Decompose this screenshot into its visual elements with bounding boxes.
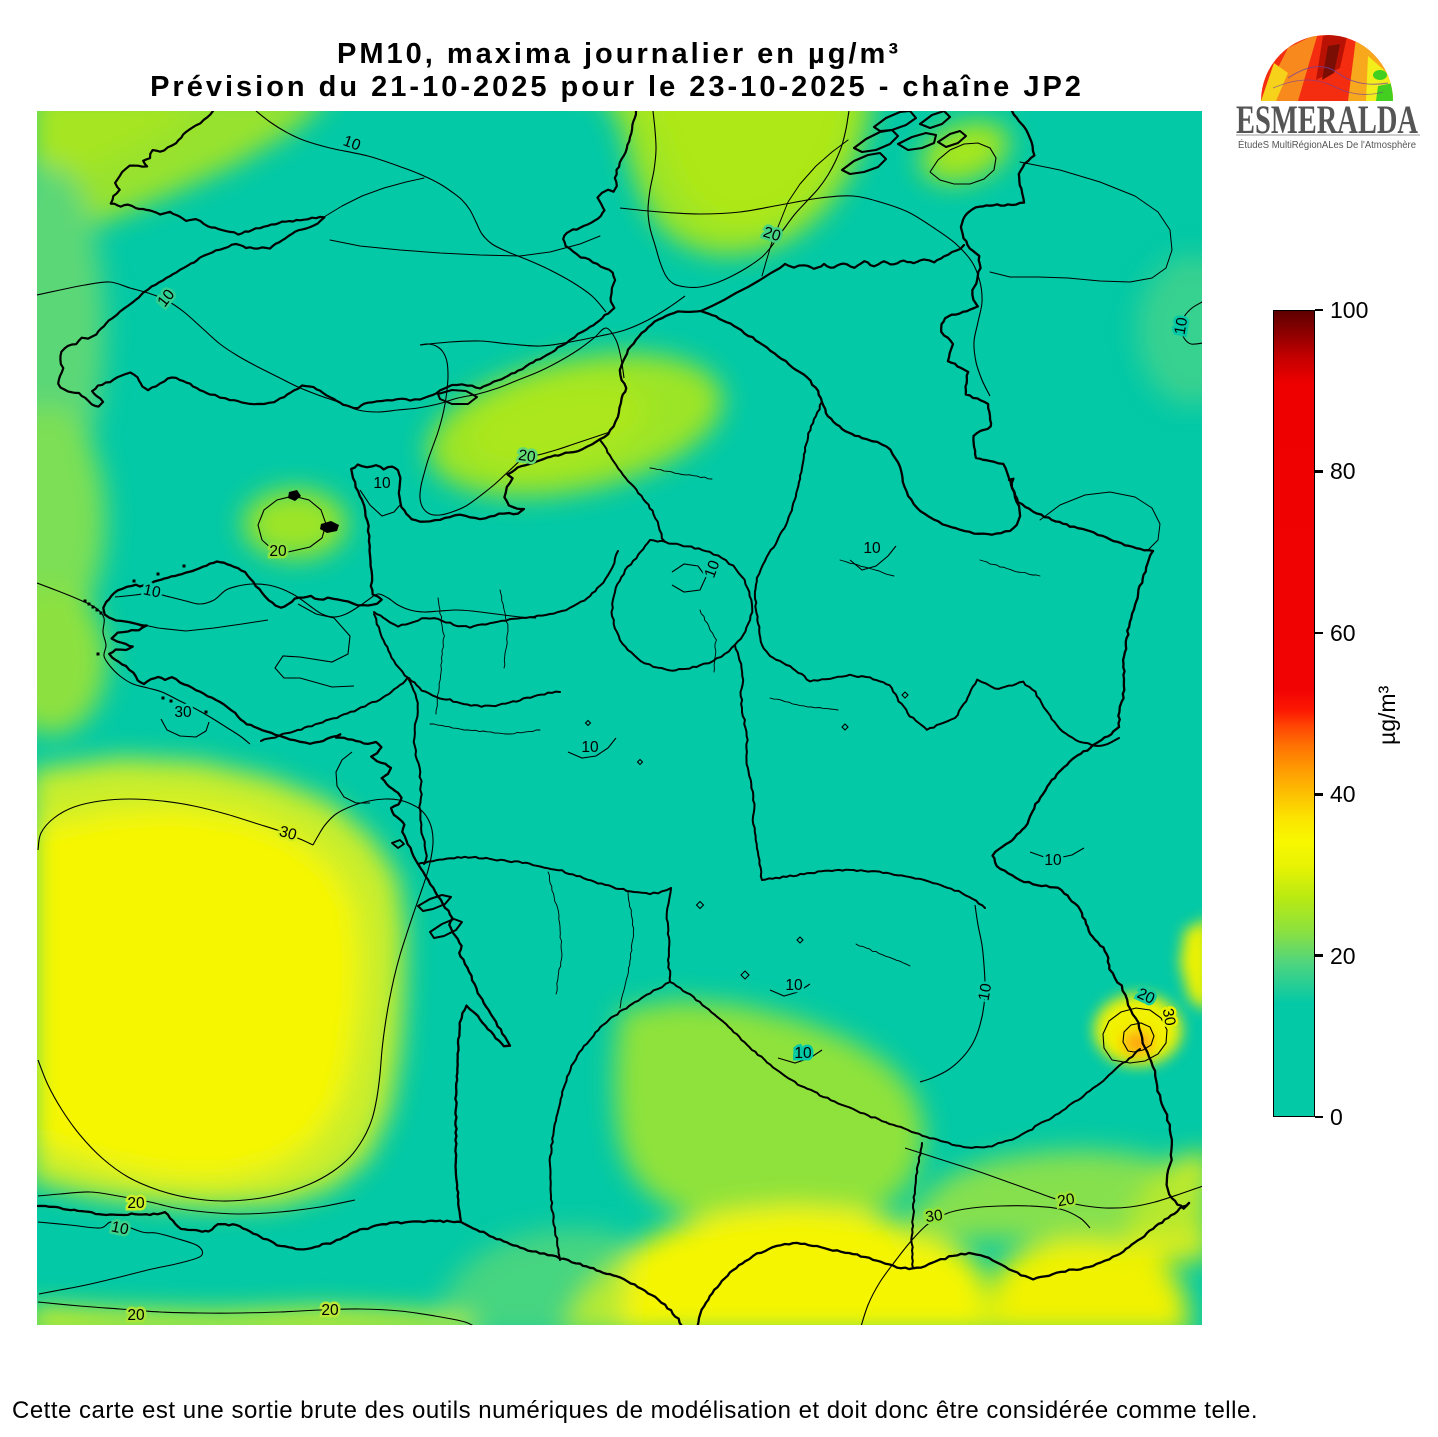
svg-text:10: 10	[373, 475, 391, 492]
svg-text:20: 20	[127, 1307, 145, 1324]
svg-text:30: 30	[1159, 1007, 1179, 1027]
svg-text:20: 20	[269, 543, 287, 560]
svg-text:30: 30	[174, 704, 192, 721]
svg-text:10: 10	[785, 977, 803, 994]
svg-text:30: 30	[924, 1207, 944, 1226]
svg-text:20: 20	[1056, 1191, 1076, 1211]
svg-text:10: 10	[976, 982, 996, 1002]
svg-text:20: 20	[127, 1195, 145, 1212]
svg-text:10: 10	[581, 739, 599, 756]
svg-text:20: 20	[517, 447, 537, 466]
svg-text:10: 10	[1044, 852, 1062, 869]
svg-text:10: 10	[1172, 316, 1192, 336]
svg-text:20: 20	[321, 1302, 339, 1319]
svg-text:ÉtudeS MultiRégionALes De l'At: ÉtudeS MultiRégionALes De l'Atmosphère	[1238, 138, 1416, 151]
svg-text:10: 10	[794, 1045, 812, 1062]
svg-text:10: 10	[863, 540, 881, 557]
